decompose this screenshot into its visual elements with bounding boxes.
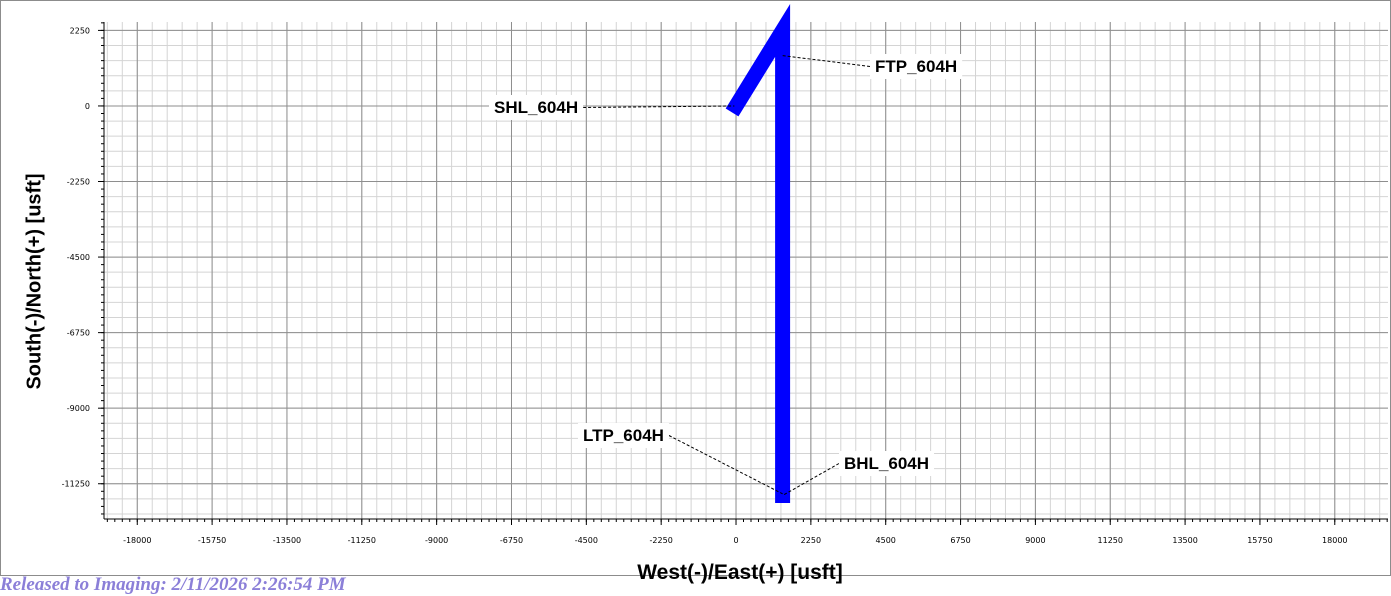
- x-tick-label: -18000: [123, 536, 151, 545]
- x-axis-label: West(-)/East(+) [usft]: [637, 561, 843, 584]
- x-tick-label: 2250: [801, 536, 821, 545]
- y-tick-label: -11250: [62, 480, 90, 489]
- x-tick-label: -13500: [273, 536, 301, 545]
- well-plan-chart: -18000 -15750 -13500 -11250 -9000 -6750 -4500 -…: [62, 3, 1388, 545]
- x-tick-label: -11250: [348, 536, 376, 545]
- x-tick-label: 9000: [1025, 536, 1045, 545]
- y-tick-label: -2250: [67, 178, 90, 187]
- well-path-line: [725, 3, 791, 503]
- y-tick-label: 0: [85, 102, 90, 111]
- x-tick-label: 11250: [1098, 536, 1123, 545]
- imaging-release-stamp: Released to Imaging: 2/11/2026 2:26:54 P…: [0, 574, 346, 595]
- x-tick-label: 15750: [1247, 536, 1272, 545]
- x-tick-label: 13500: [1172, 536, 1197, 545]
- ltp-callout-label: LTP_604H: [583, 426, 664, 445]
- y-tick-label: -9000: [67, 404, 90, 413]
- shl-callout-label-bg: [489, 95, 584, 120]
- bhl-callout-leader-line: [782, 463, 840, 496]
- x-tick-label: -15750: [198, 536, 226, 545]
- y-tick-label: -4500: [67, 253, 90, 262]
- ftp-callout-label: FTP_604H: [875, 57, 957, 76]
- x-tick-label: -6750: [500, 536, 523, 545]
- bhl-callout-label: BHL_604H: [844, 454, 929, 473]
- x-tick-label: -9000: [425, 536, 448, 545]
- plot-area: [104, 22, 1388, 519]
- ftp-callout-label-bg: [870, 54, 963, 79]
- x-tick-label: 0: [733, 536, 738, 545]
- bhl-callout-label-bg: [839, 451, 935, 476]
- x-tick-label: 6750: [950, 536, 970, 545]
- ltp-callout-label-bg: [578, 423, 669, 448]
- shl-callout-label: SHL_604H: [494, 98, 578, 117]
- y-tick-label: -6750: [67, 329, 90, 338]
- y-axis-label: South(-)/North(+) [usft]: [23, 173, 46, 390]
- x-tick-label: -2250: [650, 536, 673, 545]
- x-tick-label: -4500: [575, 536, 598, 545]
- x-tick-label: 18000: [1322, 536, 1347, 545]
- y-tick-label: 2250: [70, 26, 90, 35]
- ltp-callout-leader-line: [668, 435, 783, 495]
- x-tick-label: 4500: [876, 536, 896, 545]
- shl-callout-leader-line: [583, 105, 735, 108]
